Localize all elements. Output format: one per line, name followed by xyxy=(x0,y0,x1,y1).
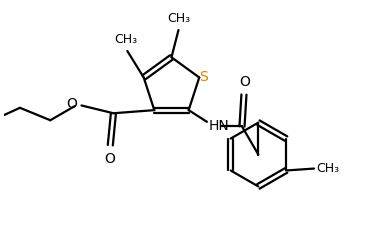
Text: O: O xyxy=(239,75,250,89)
Text: HN: HN xyxy=(209,120,230,133)
Text: S: S xyxy=(199,70,208,84)
Text: CH₃: CH₃ xyxy=(114,33,137,46)
Text: O: O xyxy=(66,97,77,110)
Text: O: O xyxy=(104,152,115,166)
Text: CH₃: CH₃ xyxy=(316,162,339,175)
Text: CH₃: CH₃ xyxy=(167,12,190,25)
